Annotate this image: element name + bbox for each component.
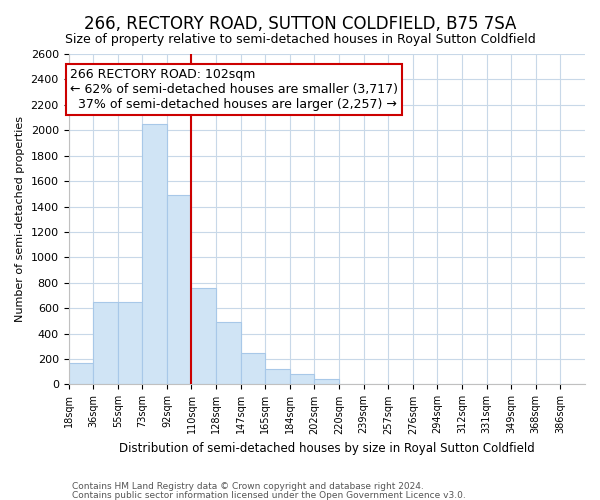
Bar: [191, 288, 216, 384]
Bar: [216, 322, 241, 384]
Bar: [265, 368, 290, 384]
Text: 266, RECTORY ROAD, SUTTON COLDFIELD, B75 7SA: 266, RECTORY ROAD, SUTTON COLDFIELD, B75…: [84, 15, 516, 33]
Text: Contains HM Land Registry data © Crown copyright and database right 2024.: Contains HM Land Registry data © Crown c…: [72, 482, 424, 491]
Bar: [314, 378, 339, 384]
Bar: [241, 354, 265, 384]
X-axis label: Distribution of semi-detached houses by size in Royal Sutton Coldfield: Distribution of semi-detached houses by …: [119, 442, 535, 455]
Bar: [93, 302, 118, 384]
Text: 266 RECTORY ROAD: 102sqm
← 62% of semi-detached houses are smaller (3,717)
  37%: 266 RECTORY ROAD: 102sqm ← 62% of semi-d…: [70, 68, 398, 111]
Text: Size of property relative to semi-detached houses in Royal Sutton Coldfield: Size of property relative to semi-detach…: [65, 32, 535, 46]
Bar: [118, 302, 142, 384]
Y-axis label: Number of semi-detached properties: Number of semi-detached properties: [15, 116, 25, 322]
Bar: [142, 124, 167, 384]
Bar: [167, 195, 191, 384]
Bar: [290, 374, 314, 384]
Text: Contains public sector information licensed under the Open Government Licence v3: Contains public sector information licen…: [72, 490, 466, 500]
Bar: [68, 363, 93, 384]
